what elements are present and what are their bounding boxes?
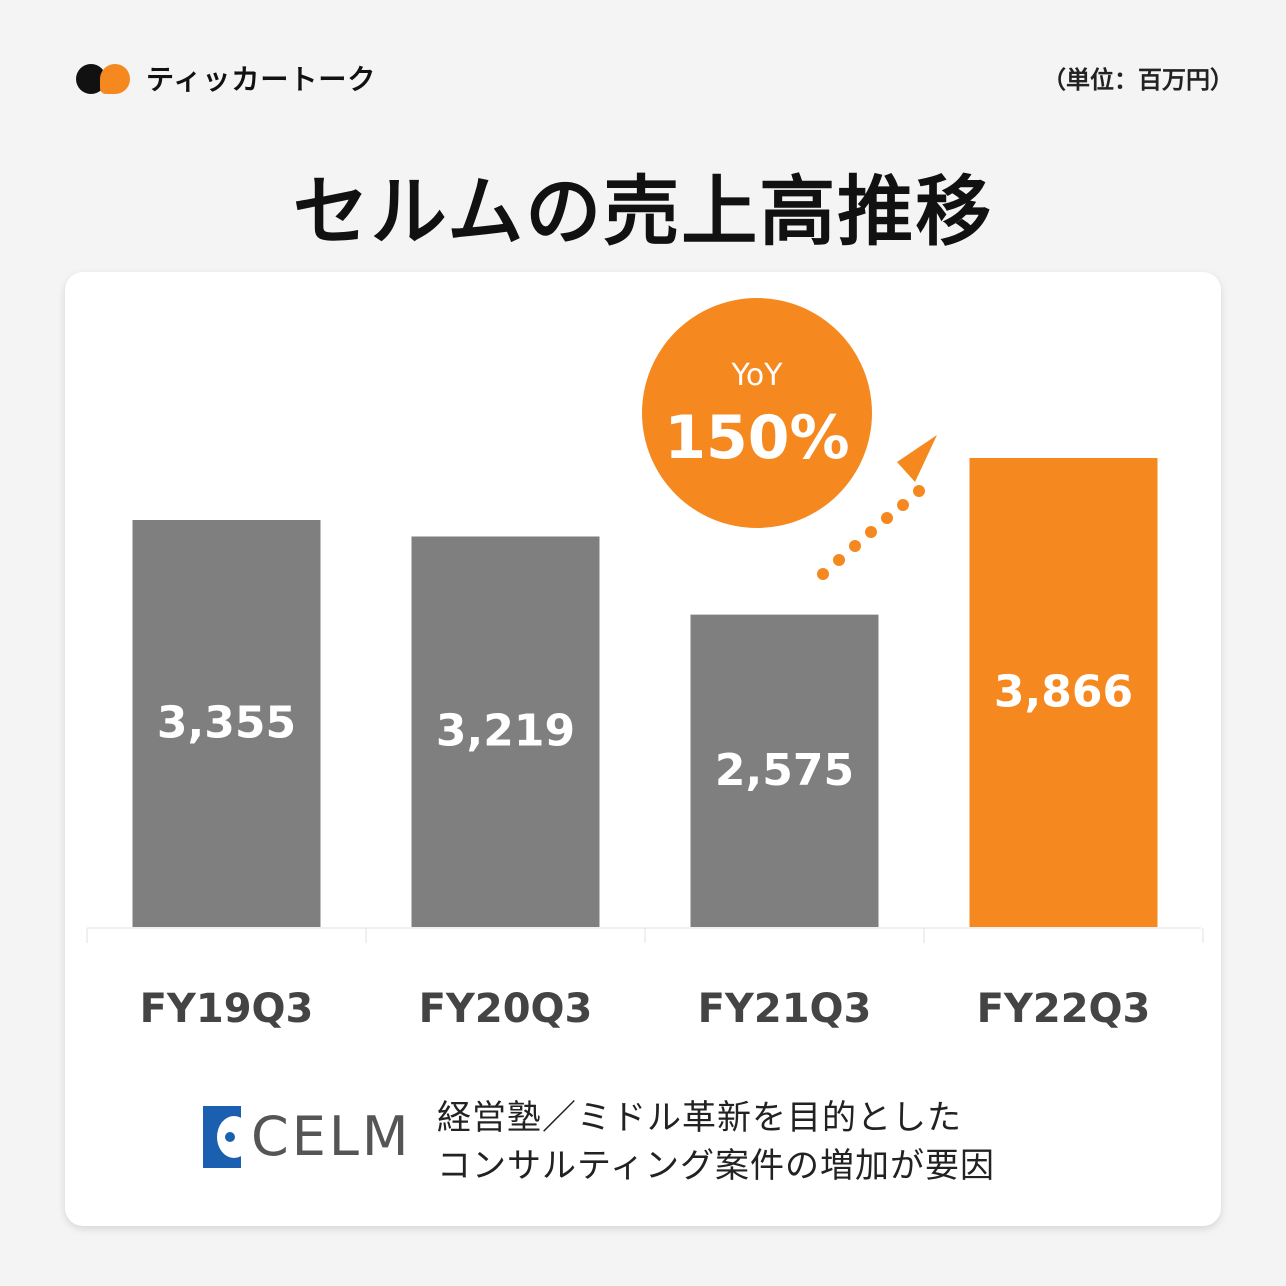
bar-value-label: 3,219 <box>436 706 575 757</box>
arrow-dot <box>881 512 893 524</box>
x-tick-label: FY21Q3 <box>698 986 872 1032</box>
arrow-dot <box>865 526 877 538</box>
unit-label: （単位：百万円） <box>1042 66 1234 94</box>
yoy-label: YoY <box>730 358 783 393</box>
bar-chart: 3,355 FY19Q3 3,219 FY20Q3 2,575 FY21Q3 3,866 FY… <box>86 298 1204 1032</box>
speech-bubbles-icon <box>76 60 134 96</box>
footer-note-line: 経営塾／ミドル革新を目的とした <box>437 1098 962 1138</box>
arrow-head-icon <box>897 435 937 482</box>
arrow-dot <box>913 485 925 497</box>
bar-FY22Q3 <box>969 458 1158 927</box>
x-tick-label: FY22Q3 <box>977 986 1151 1032</box>
arrow-dot <box>817 568 829 580</box>
footer-note: 経営塾／ミドル革新を目的とした コンサルティング案件の増加が要因 <box>437 1094 995 1190</box>
bar-FY20Q3 <box>411 536 600 927</box>
celm-mark-icon <box>203 1105 241 1168</box>
bar-FY21Q3 <box>690 614 879 927</box>
yoy-badge <box>642 298 872 528</box>
x-tick-label: FY19Q3 <box>140 986 314 1032</box>
chart-card: 3,355 FY19Q3 3,219 FY20Q3 2,575 FY21Q3 3,866 FY… <box>65 272 1221 1226</box>
arrow-dot <box>833 554 845 566</box>
x-tick-label: FY20Q3 <box>419 986 593 1032</box>
arrow-dot <box>849 540 861 552</box>
brand-name: ティッカートーク <box>146 63 377 96</box>
brand: ティッカートーク <box>76 58 376 98</box>
arrow-dot <box>897 499 909 511</box>
celm-logo-text: CELM <box>251 1105 412 1168</box>
yoy-value: 150% <box>664 403 849 473</box>
bar-value-label: 3,866 <box>994 667 1133 718</box>
celm-logo: CELM <box>203 1105 412 1168</box>
footer-note-line: コンサルティング案件の増加が要因 <box>437 1146 995 1186</box>
bar-value-label: 2,575 <box>715 745 854 796</box>
page-title: セルムの売上高推移 <box>292 167 994 256</box>
bar-FY19Q3 <box>132 519 321 927</box>
bar-value-label: 3,355 <box>157 697 296 748</box>
